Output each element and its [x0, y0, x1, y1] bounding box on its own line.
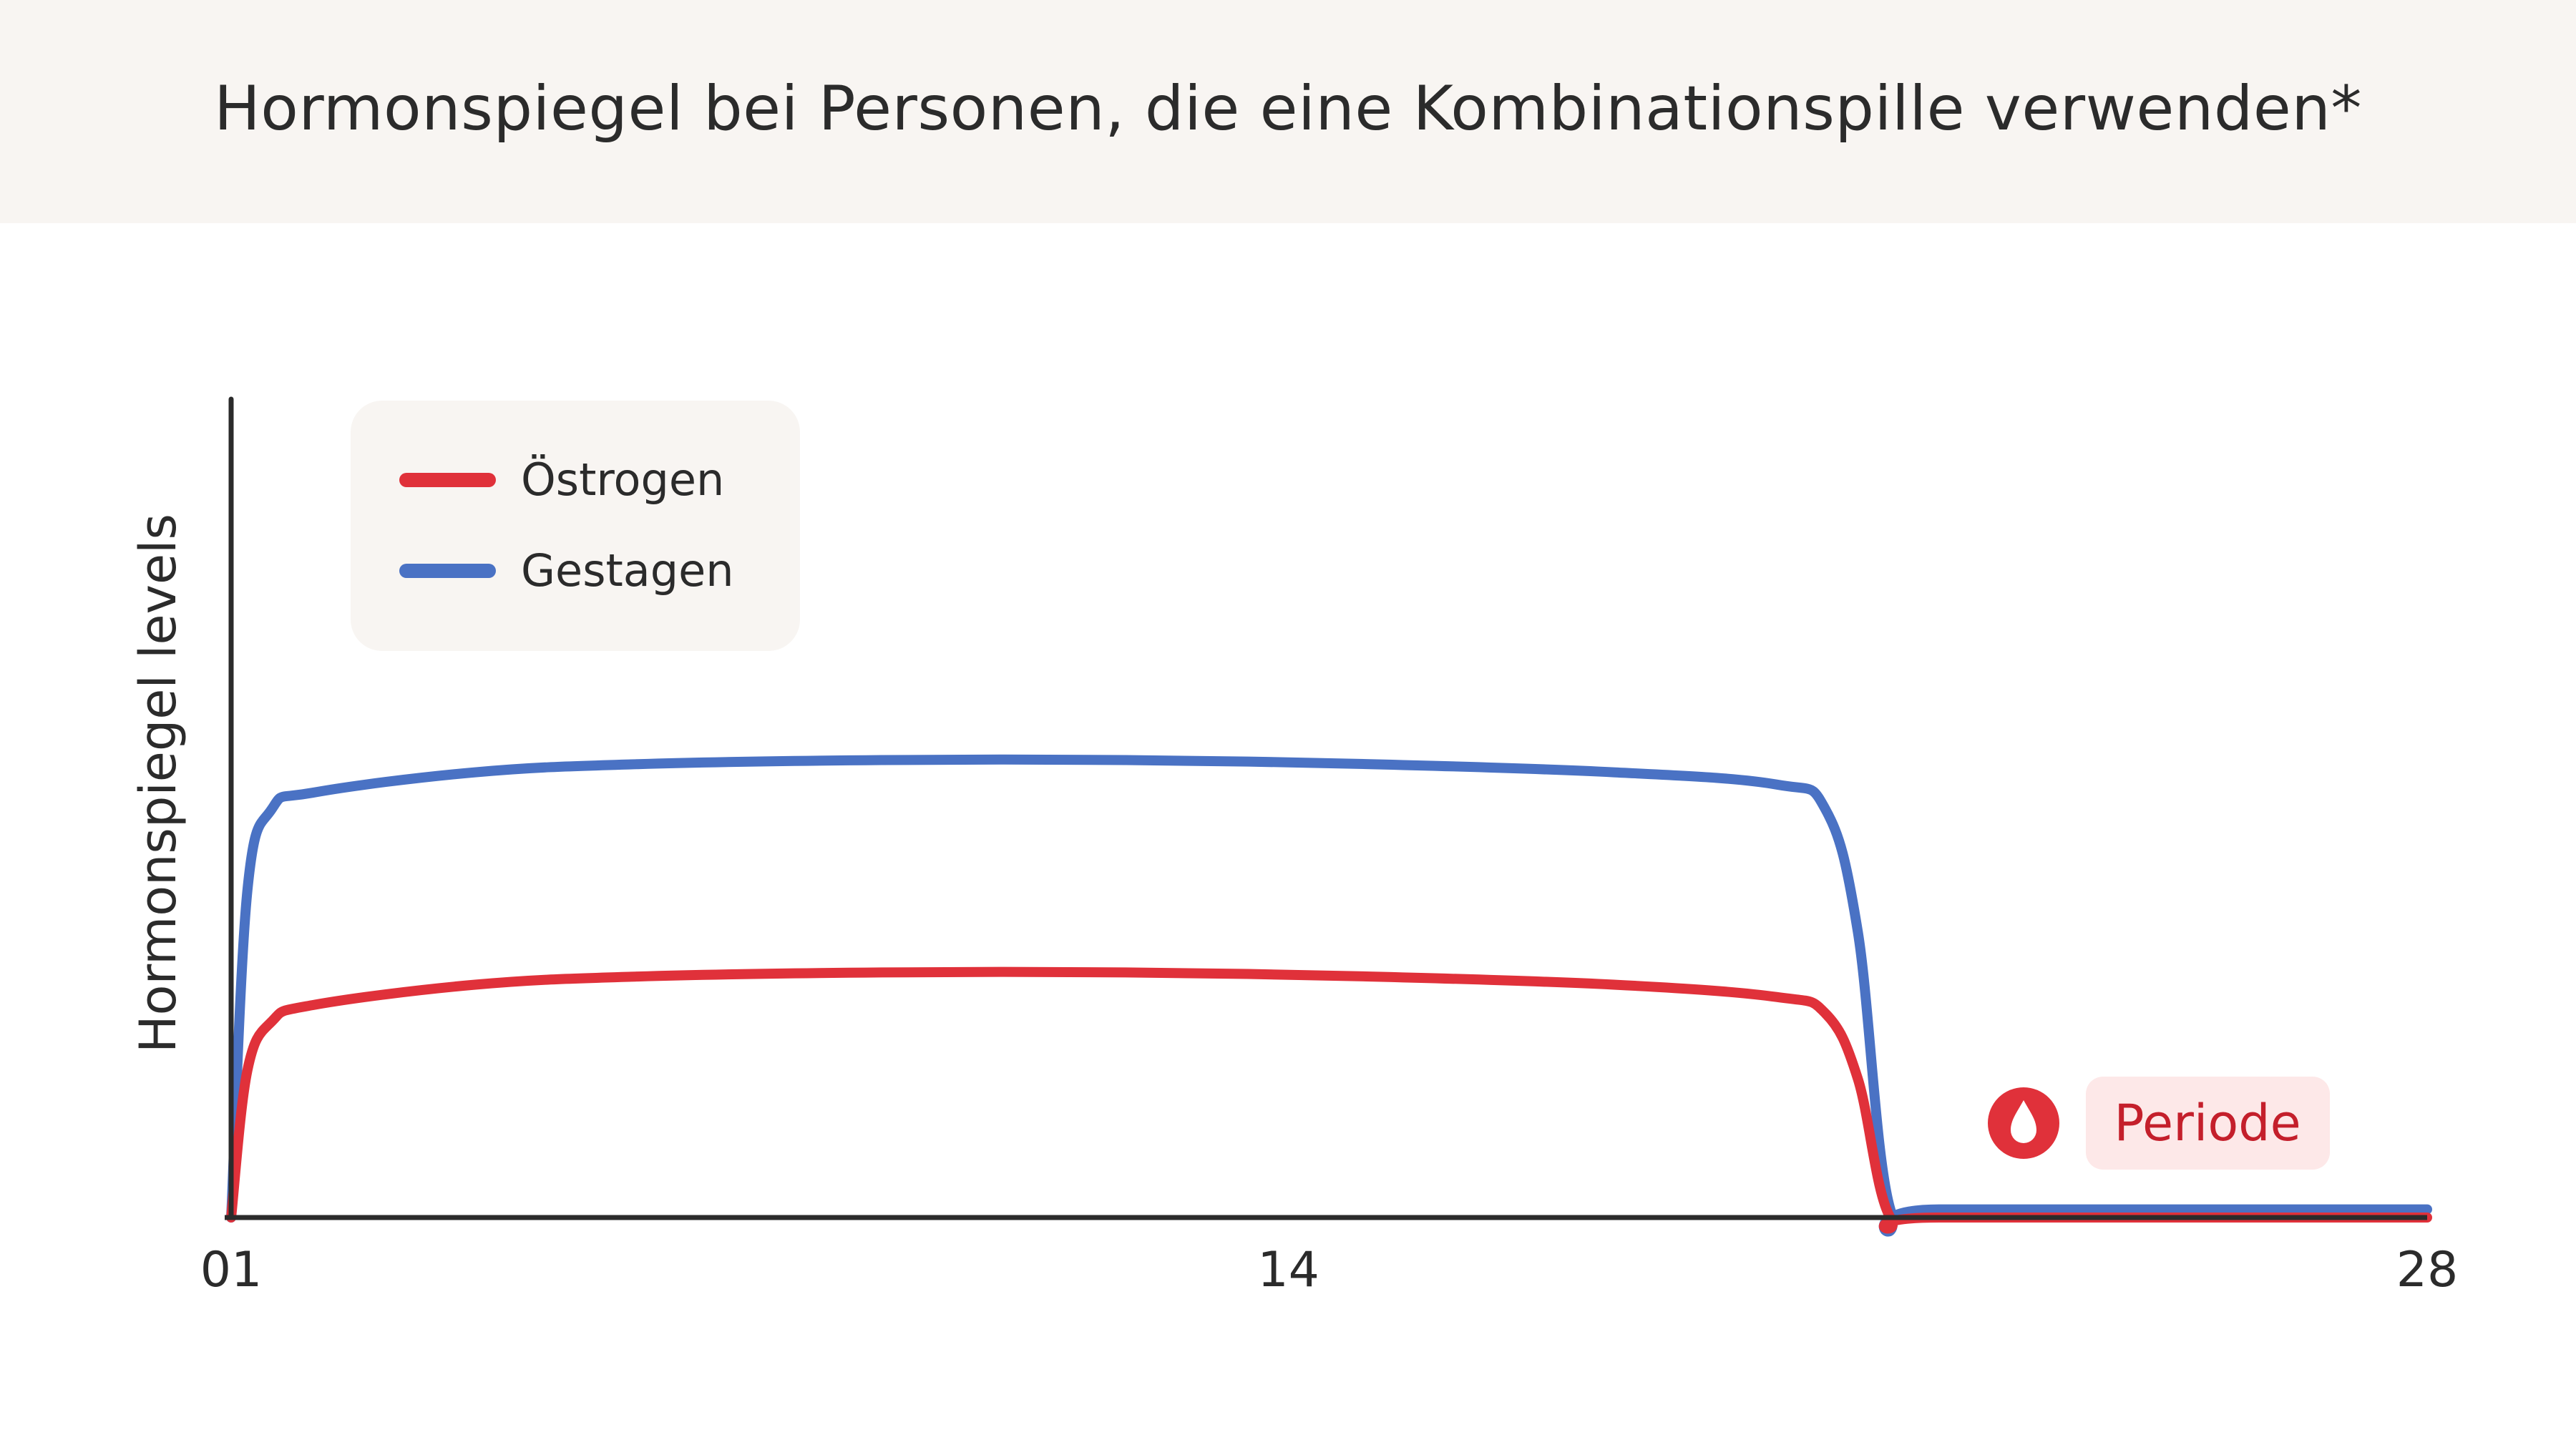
legend-label-gestagen: Gestagen: [521, 544, 734, 597]
y-axis-label: Hormonspiegel levels: [129, 514, 187, 1053]
chart-title: Hormonspiegel bei Personen, die eine Kom…: [214, 73, 2362, 145]
chart-header: Hormonspiegel bei Personen, die eine Kom…: [0, 0, 2576, 223]
periode-label-background: [2086, 1077, 2330, 1170]
blood-drop-icon-shape: [2011, 1100, 2036, 1143]
x-tick-label: 14: [1257, 1242, 1319, 1298]
legend-background: [351, 401, 800, 651]
series-line-oestrogen: [226, 966, 2432, 1234]
x-tick-label: 28: [2396, 1242, 2459, 1298]
periode-annotation: Periode: [1988, 1077, 2330, 1170]
periode-label: Periode: [2114, 1094, 2301, 1152]
legend: Östrogen Gestagen: [351, 401, 800, 651]
legend-label-oestrogen: Östrogen: [521, 454, 724, 506]
x-tick-label: 01: [200, 1242, 263, 1298]
